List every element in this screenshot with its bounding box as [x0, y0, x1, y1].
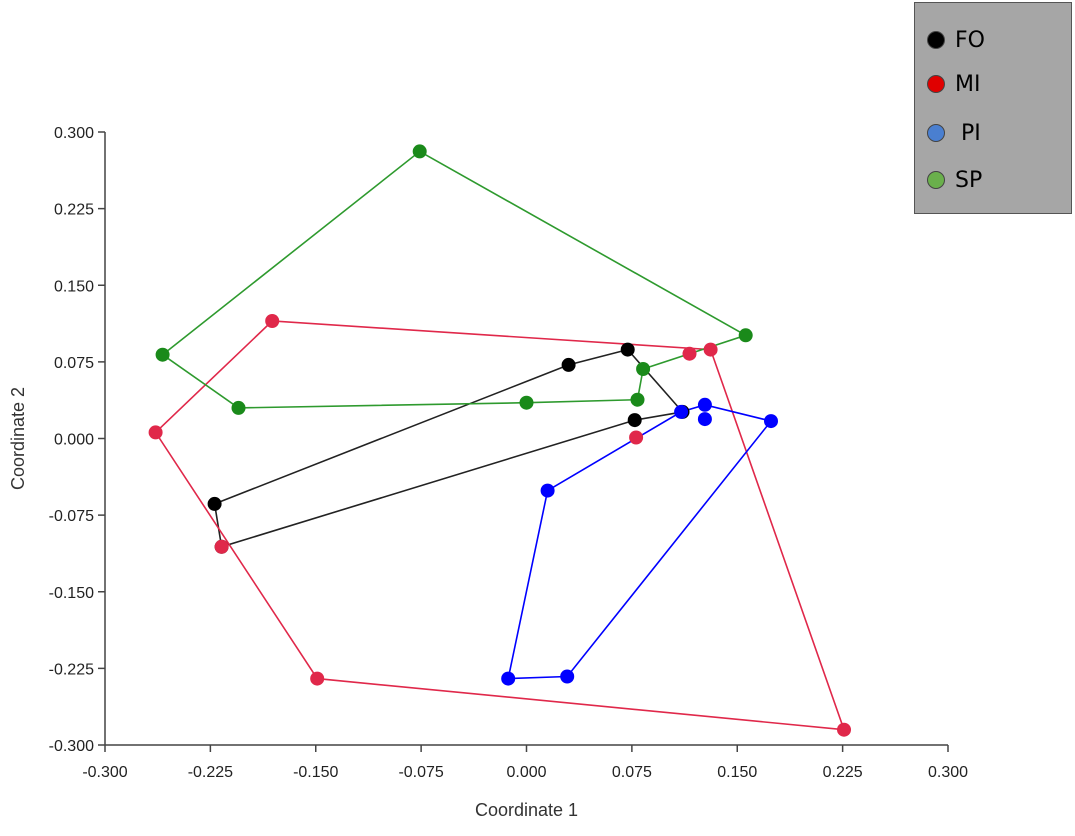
y-tick-label: 0.300: [54, 125, 94, 142]
legend-label-mi: MI: [955, 71, 981, 97]
legend-item-sp: SP: [927, 165, 982, 195]
x-tick-label: 0.225: [823, 764, 863, 781]
data-point-mi: [214, 539, 229, 554]
data-point-pi: [697, 412, 712, 427]
y-tick-label: 0.150: [54, 278, 94, 295]
y-tick-label: -0.300: [49, 738, 94, 755]
data-point-sp: [630, 392, 645, 407]
x-tick-label: 0.300: [928, 764, 968, 781]
legend-item-fo: FO: [927, 25, 985, 55]
legend-label-sp: SP: [955, 167, 983, 193]
y-tick-label: -0.075: [49, 508, 94, 525]
axes: 0.300 0.225 0.150 0.075 0.000 -0.075 -0.150 -0.…: [49, 125, 968, 781]
data-point-mi: [310, 671, 325, 686]
legend-marker-pi: [927, 124, 945, 142]
y-tick-label: 0.075: [54, 355, 94, 372]
y-tick-label: -0.150: [49, 585, 94, 602]
legend-marker-mi: [927, 75, 945, 93]
x-tick-label: -0.225: [188, 764, 233, 781]
x-tick-label: -0.300: [82, 764, 127, 781]
x-tick-label: -0.150: [293, 764, 338, 781]
hull-sp: [161, 150, 748, 409]
data-point-sp: [519, 395, 534, 410]
legend: FO MI PI SP: [914, 2, 1072, 214]
data-point-sp: [155, 347, 170, 362]
data-point-fo: [627, 413, 642, 428]
data-point-pi: [560, 669, 575, 684]
y-tick-label: 0.000: [54, 432, 94, 449]
legend-item-pi: PI: [927, 118, 981, 148]
data-point-mi: [837, 722, 851, 737]
legend-marker-fo: [927, 31, 945, 49]
data-point-fo: [620, 342, 635, 357]
x-tick-label: 0.150: [717, 764, 757, 781]
data-point-mi: [629, 430, 644, 445]
data-point-pi: [697, 397, 712, 412]
data-point-mi: [682, 346, 697, 361]
data-point-sp: [231, 400, 246, 415]
data-point-pi: [764, 414, 778, 429]
data-point-pi: [540, 483, 555, 498]
convex-hulls: [154, 150, 846, 731]
data-point-mi: [265, 314, 280, 328]
hull-fo: [213, 348, 685, 548]
data-point-fo: [207, 496, 222, 511]
y-tick-label: -0.225: [49, 661, 94, 678]
y-axis-title: Coordinate 2: [8, 387, 28, 490]
data-points: [148, 144, 851, 737]
x-tick-label: -0.075: [398, 764, 443, 781]
legend-marker-sp: [927, 171, 945, 189]
hull-mi: [154, 320, 846, 731]
data-point-sp: [738, 328, 753, 343]
legend-label-pi: PI: [961, 120, 981, 146]
data-point-pi: [501, 671, 516, 686]
data-point-sp: [412, 144, 427, 159]
x-axis-title: Coordinate 1: [475, 800, 578, 820]
data-point-pi: [674, 404, 689, 419]
legend-label-fo: FO: [955, 27, 985, 53]
y-tick-label: 0.225: [54, 202, 94, 219]
hull-pi: [507, 403, 773, 680]
data-point-fo: [561, 357, 576, 372]
legend-item-mi: MI: [927, 69, 980, 99]
data-point-mi: [148, 425, 163, 440]
data-point-mi: [703, 342, 718, 357]
x-tick-label: 0.075: [612, 764, 652, 781]
x-tick-label: 0.000: [506, 764, 546, 781]
data-point-sp: [636, 362, 651, 376]
